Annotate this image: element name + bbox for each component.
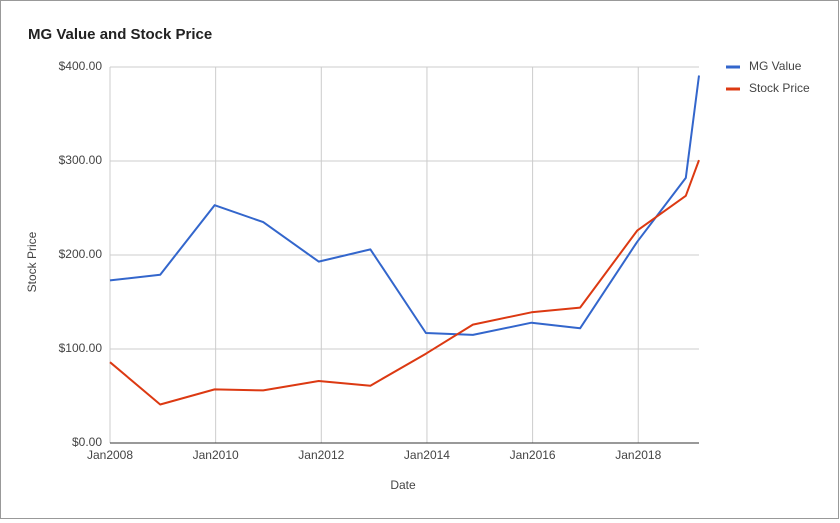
legend-label: Stock Price	[749, 81, 810, 95]
y-tick-label: $300.00	[59, 153, 103, 167]
x-tick-label: Jan2018	[615, 448, 661, 462]
series-line	[109, 159, 700, 406]
y-tick-label: $0.00	[72, 435, 102, 449]
x-tick-label: Jan2016	[510, 448, 556, 462]
y-tick-label: $400.00	[59, 59, 103, 73]
x-tick-label: Jan2008	[87, 448, 133, 462]
x-axis-label: Date	[390, 478, 416, 492]
legend-label: MG Value	[749, 59, 802, 73]
chart-title: MG Value and Stock Price	[28, 26, 212, 43]
x-tick-label: Jan2014	[404, 448, 450, 462]
x-tick-label: Jan2010	[193, 448, 239, 462]
x-tick-label: Jan2012	[298, 448, 344, 462]
series-line	[109, 75, 700, 336]
y-tick-label: $200.00	[59, 247, 103, 261]
y-axis-label: Stock Price	[25, 231, 39, 292]
y-tick-label: $100.00	[59, 341, 103, 355]
